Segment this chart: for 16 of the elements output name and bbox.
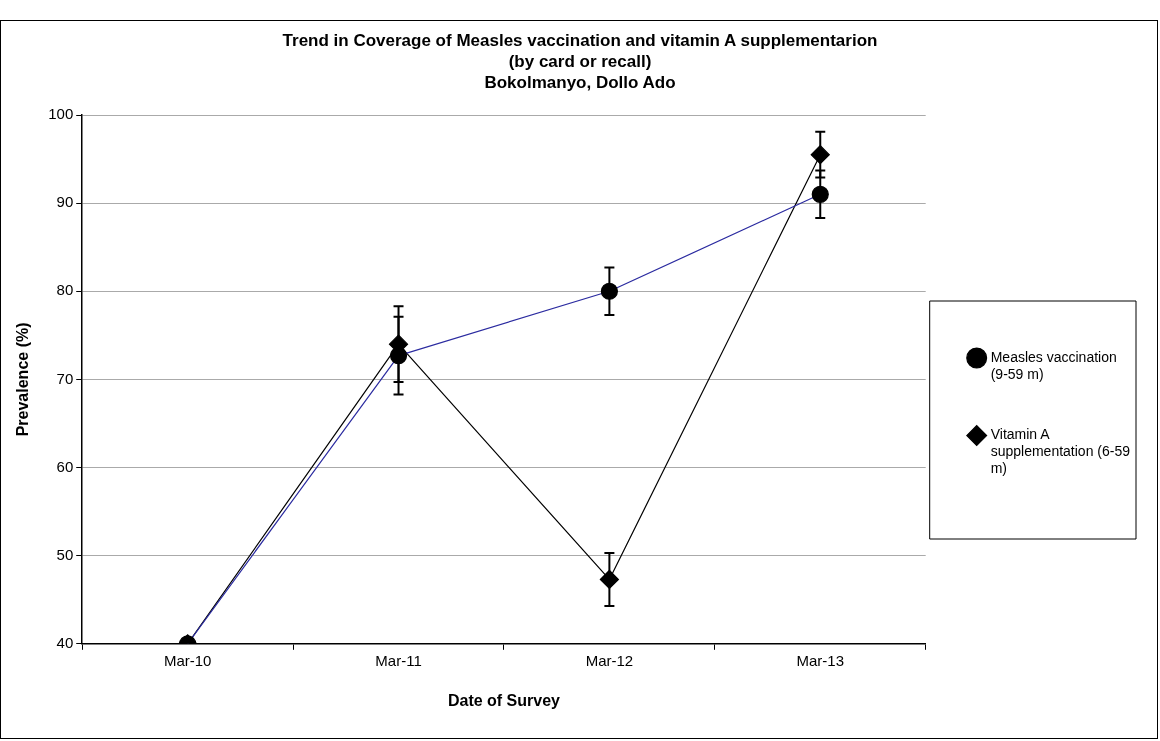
y-axis-title: Prevalence (%) <box>14 322 32 437</box>
y-tick-label: 100 <box>48 105 74 123</box>
y-tick-label: 40 <box>56 633 74 651</box>
legend-label: Measles vaccination (9-59 m) <box>990 348 1117 382</box>
y-tick-label: 50 <box>56 545 74 563</box>
y-tick-label: 60 <box>56 457 74 475</box>
x-tick-label: Mar-10 <box>163 651 212 669</box>
y-tick-label: 80 <box>56 281 74 299</box>
y-tick-label: 90 <box>56 193 74 211</box>
legend-label: Vitamin A supplementation (6-59 m) <box>990 426 1131 477</box>
x-tick-label: Mar-11 <box>375 651 422 669</box>
x-tick-label: Mar-13 <box>796 651 845 669</box>
x-tick-label: Mar-12 <box>585 651 634 669</box>
chart-title: Trend in Coverage of Measles vaccination and vitamin A supplementarion (by card or recall) Bokolmanyo, Dollo Ado <box>281 30 879 93</box>
x-axis-title: Date of Survey <box>447 691 561 709</box>
y-tick-label: 70 <box>56 369 74 387</box>
